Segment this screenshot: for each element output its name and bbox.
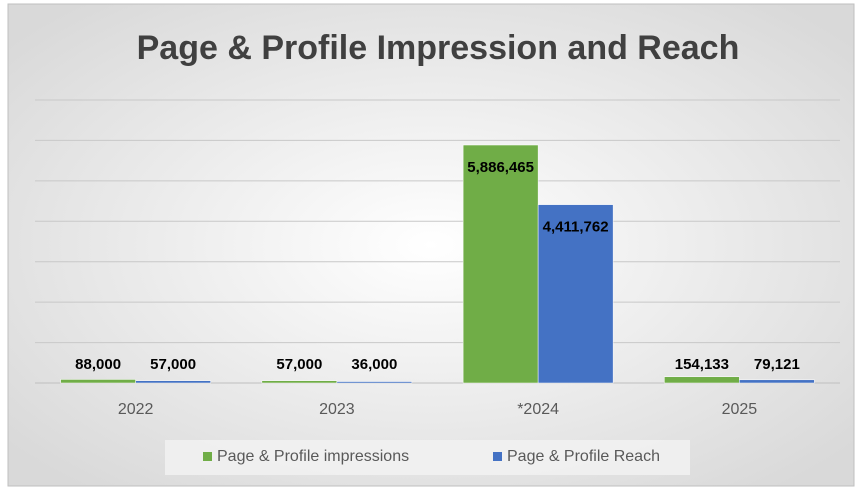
legend-label: Page & Profile impressions — [217, 448, 409, 465]
legend-swatch — [203, 452, 212, 461]
bar — [462, 144, 539, 384]
data-label: 57,000 — [276, 356, 322, 373]
data-label: 5,886,465 — [467, 159, 534, 176]
data-label: 57,000 — [150, 356, 196, 373]
bar — [261, 380, 338, 384]
chart-title: Page & Profile Impression and Reach — [137, 29, 740, 67]
bar — [60, 379, 136, 384]
x-tick-label: 2023 — [319, 401, 355, 418]
data-label: 36,000 — [351, 356, 397, 373]
bar — [537, 204, 614, 384]
legend-box — [165, 440, 690, 475]
x-tick-label: 2025 — [722, 401, 758, 418]
data-label: 4,411,762 — [543, 219, 609, 236]
bar — [135, 380, 211, 384]
bar — [336, 381, 413, 384]
x-tick-label: *2024 — [517, 401, 559, 418]
data-label: 154,133 — [675, 356, 729, 373]
x-tick-label: 2022 — [118, 401, 154, 418]
data-label: 88,000 — [75, 356, 121, 373]
legend-swatch — [493, 452, 502, 461]
data-label: 79,121 — [754, 356, 800, 373]
bar — [664, 376, 740, 384]
bar — [739, 379, 815, 384]
chart-area — [7, 3, 855, 487]
legend-label: Page & Profile Reach — [507, 448, 660, 465]
